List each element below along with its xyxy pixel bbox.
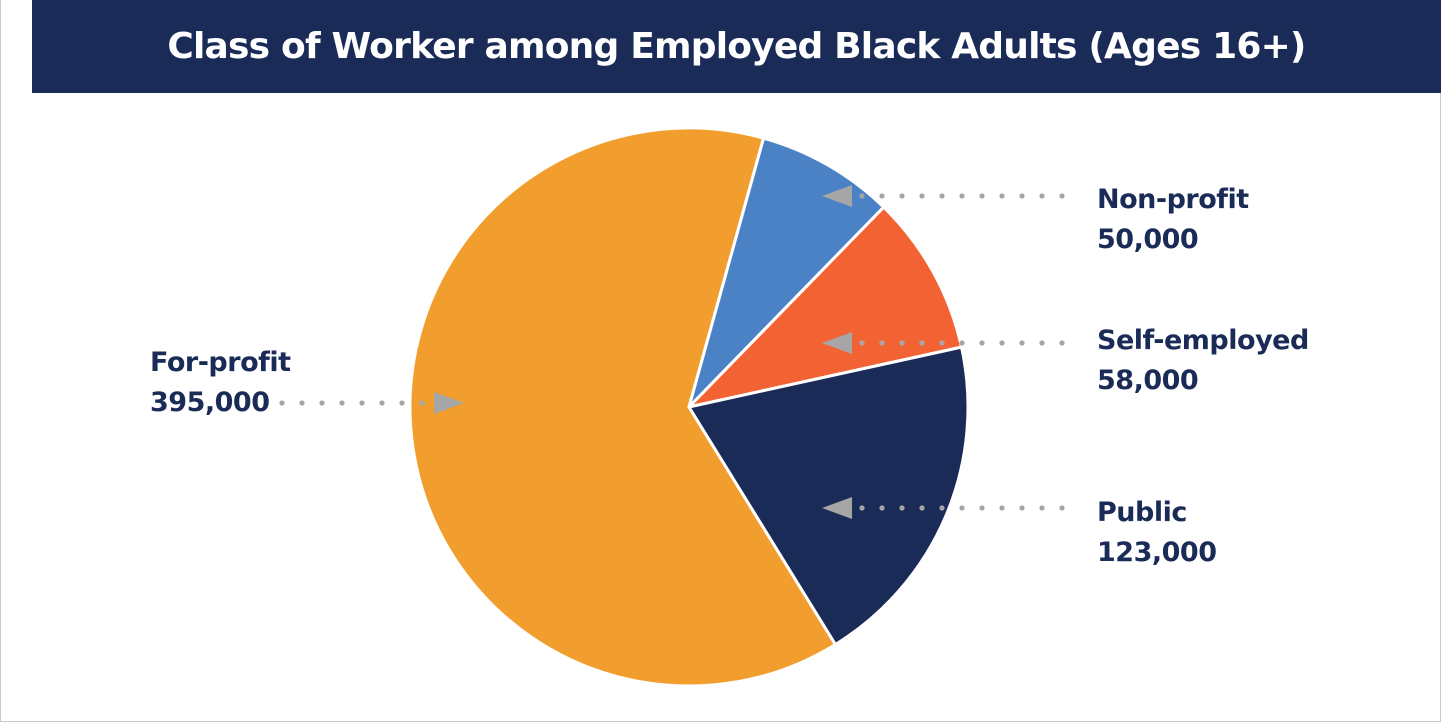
arrow-for-profit xyxy=(434,392,464,414)
leader-dots-non-profit xyxy=(859,193,1065,199)
arrow-self-employed xyxy=(822,332,852,354)
title-bar: Class of Worker among Employed Black Adu… xyxy=(32,0,1441,93)
label-self-employed: Self-employed 58,000 xyxy=(1097,321,1309,401)
slice-label-for-profit: For-profit xyxy=(150,347,291,378)
chart-title: Class of Worker among Employed Black Adu… xyxy=(167,26,1306,67)
arrow-non-profit xyxy=(822,185,852,207)
slice-label-non-profit: Non-profit xyxy=(1097,184,1249,215)
pie-slice-for-profit xyxy=(408,126,837,688)
pie-slice-public xyxy=(687,345,970,646)
leader-dots-for-profit xyxy=(279,400,425,406)
leader-dots-self-employed xyxy=(859,340,1065,346)
slice-value-self-employed: 58,000 xyxy=(1097,365,1199,396)
pie-slice-non-profit xyxy=(687,136,886,409)
pie-slice-self-employed xyxy=(687,205,964,409)
arrow-public xyxy=(822,497,852,519)
slice-label-public: Public xyxy=(1097,497,1187,528)
label-public: Public 123,000 xyxy=(1097,493,1217,573)
label-non-profit: Non-profit 50,000 xyxy=(1097,180,1249,260)
leader-dots-public xyxy=(859,505,1065,511)
slice-label-self-employed: Self-employed xyxy=(1097,325,1309,356)
slice-value-public: 123,000 xyxy=(1097,537,1217,568)
slice-value-non-profit: 50,000 xyxy=(1097,224,1199,255)
label-for-profit: For-profit 395,000 xyxy=(150,343,291,423)
slice-value-for-profit: 395,000 xyxy=(150,387,270,418)
